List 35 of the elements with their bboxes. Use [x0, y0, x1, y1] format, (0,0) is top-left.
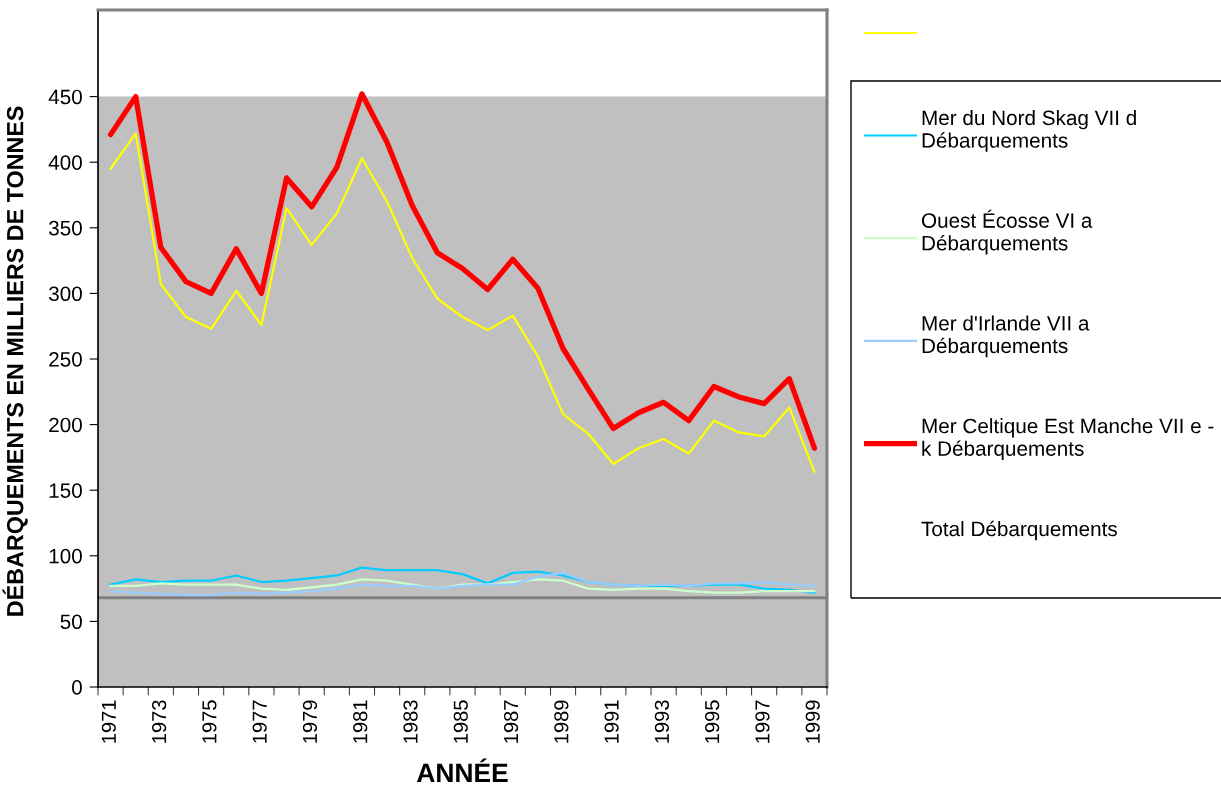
- line-series: [109, 578, 816, 594]
- y-tick-label: 250: [49, 352, 82, 367]
- y-tick-label: 300: [48, 286, 82, 302]
- x-tick-label: 1973: [151, 700, 167, 743]
- x-tick-label: 1999: [805, 700, 820, 743]
- legend-label: Mer du Nord Skag VII d Débarquements: [922, 110, 1136, 152]
- x-tick-label: 1975: [202, 700, 217, 743]
- x-axis-title: ANNÉE: [416, 758, 508, 782]
- y-axis-title: DÉBARQUEMENTS EN MILLIERS DE TONNES: [2, 106, 28, 616]
- y-tick-label: 450: [48, 89, 82, 105]
- x-tick-label: 1983: [403, 700, 418, 743]
- legend-label: Ouest Écosse VI a Débarquements: [921, 209, 1093, 255]
- y-tick-label: 0: [72, 680, 82, 695]
- y-tick-label: 100: [49, 548, 82, 564]
- line-series: [109, 571, 816, 597]
- x-tick-label: 1985: [453, 700, 468, 743]
- x-tick-label: 1991: [604, 700, 619, 743]
- x-tick-label: 1987: [503, 700, 519, 743]
- y-tick-label: 50: [60, 614, 82, 630]
- legend-label: Mer Celtique Est Manche VII e - k Débarquements: [922, 418, 1214, 460]
- y-tick-label: 200: [49, 417, 82, 433]
- x-tick-label: 1989: [554, 700, 569, 743]
- x-tick-label: 1977: [252, 700, 267, 743]
- x-tick-label: 1997: [755, 700, 770, 743]
- x-tick-label: 1995: [705, 700, 720, 743]
- y-tick-label: 400: [48, 155, 82, 170]
- x-tick-label: 1993: [654, 700, 670, 743]
- text: Total Débarquements: [921, 520, 1117, 541]
- y-tick-label: 350: [48, 220, 82, 236]
- x-tick-label: 1971: [101, 700, 116, 743]
- legend-label: Mer d'Irlande VII a Débarquements: [922, 315, 1090, 358]
- line-series: [109, 132, 816, 473]
- y-tick-label: 150: [49, 483, 82, 498]
- x-tick-label: 1981: [353, 700, 368, 743]
- x-tick-label: 1979: [302, 700, 318, 743]
